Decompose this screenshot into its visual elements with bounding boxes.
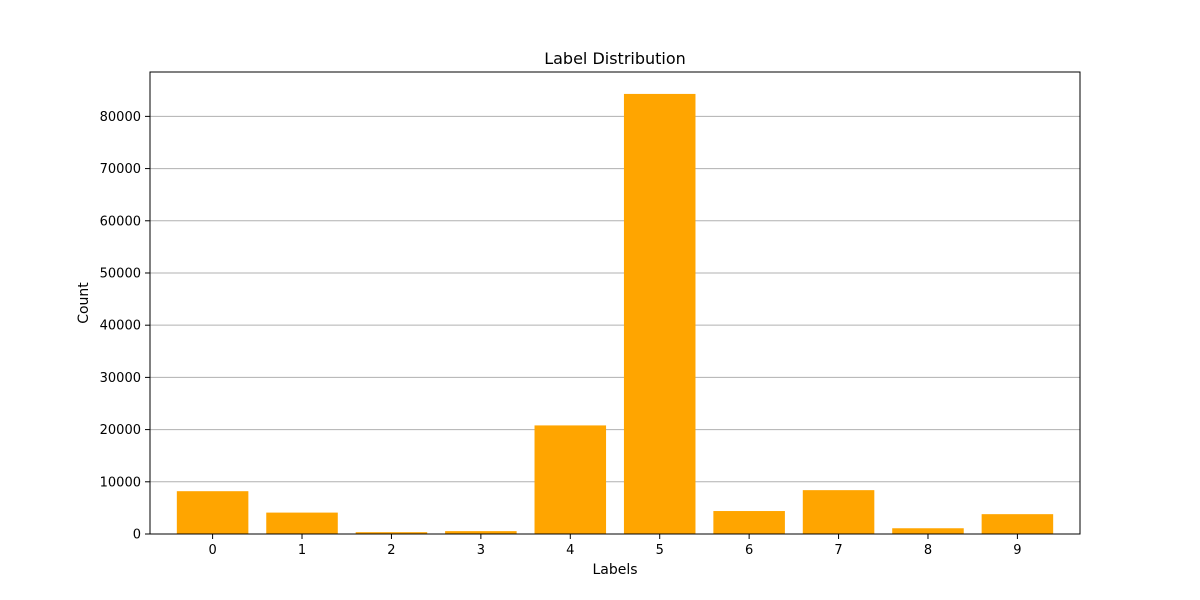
x-tick-label-0: 0: [208, 543, 216, 558]
x-tick-label-3: 3: [477, 543, 485, 558]
y-tick-label-0: 0: [133, 528, 141, 543]
bars-layer: [176, 93, 1054, 535]
bar-1: [266, 512, 338, 534]
y-tick-label-80000: 80000: [100, 110, 141, 125]
y-tick-label-10000: 10000: [100, 475, 141, 490]
bar-2: [355, 532, 428, 534]
bar-3: [445, 531, 517, 534]
y-ticks: 0 10000 20000 30000 40000 50000 60000 70000 8000…: [100, 110, 150, 543]
x-tick-label-4: 4: [566, 543, 574, 558]
x-tick-label-7: 7: [834, 543, 842, 558]
bar-7: [802, 490, 875, 534]
y-tick-label-20000: 20000: [100, 423, 141, 438]
x-ticks: 0 1 2 3 4 5 6 7 8 9: [208, 534, 1022, 558]
y-tick-label-40000: 40000: [100, 319, 141, 334]
y-tick-label-50000: 50000: [100, 266, 141, 281]
bar-0: [176, 491, 249, 534]
bar-4: [534, 425, 607, 534]
bar-8: [892, 528, 964, 534]
bar-9: [981, 514, 1054, 534]
x-tick-label-9: 9: [1013, 543, 1021, 558]
y-axis-title: Count: [76, 282, 92, 324]
x-tick-label-5: 5: [656, 543, 664, 558]
y-tick-label-70000: 70000: [100, 162, 141, 177]
x-axis-title: Labels: [592, 562, 637, 578]
chart-title: Label Distribution: [544, 49, 686, 68]
x-tick-label-1: 1: [298, 543, 306, 558]
bar-6: [713, 511, 785, 534]
grid-layer: [150, 115, 1080, 483]
x-tick-label-2: 2: [387, 543, 395, 558]
x-tick-label-6: 6: [745, 543, 753, 558]
bar-5: [623, 93, 696, 535]
y-tick-label-30000: 30000: [100, 371, 141, 386]
y-tick-label-60000: 60000: [100, 214, 141, 229]
x-tick-label-8: 8: [924, 543, 932, 558]
axes-frame: [149, 71, 1081, 535]
